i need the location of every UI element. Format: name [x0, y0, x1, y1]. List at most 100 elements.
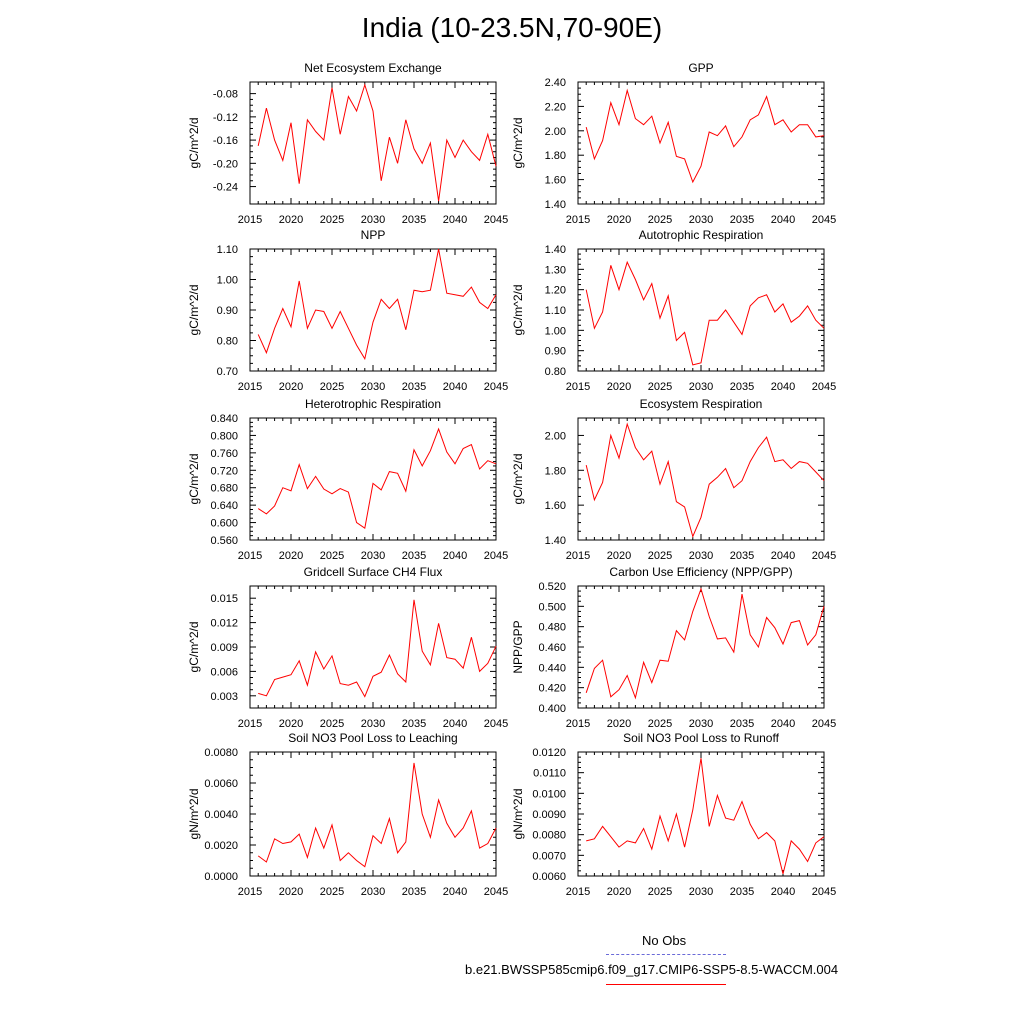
y-axis-label: gC/m^2/d	[187, 622, 201, 673]
y-tick-label: 0.840	[210, 413, 238, 425]
y-tick-label: 0.440	[538, 662, 566, 674]
x-tick-label: 2035	[402, 718, 426, 730]
x-tick-label: 2035	[730, 718, 754, 730]
plot-frame	[577, 417, 825, 541]
figure-title: India (10-23.5N,70-90E)	[361, 12, 663, 43]
panel-title: Ecosystem Respiration	[640, 397, 763, 411]
x-tick-label: 2030	[689, 214, 713, 226]
y-tick-label: 0.012	[210, 618, 238, 630]
x-tick-label: 2015	[566, 381, 590, 393]
y-tick-label: 0.460	[538, 642, 566, 654]
y-tick-label: 1.00	[545, 325, 566, 337]
y-tick-label: 0.400	[538, 703, 566, 715]
series-line	[585, 260, 825, 366]
x-tick-label: 2040	[771, 718, 795, 730]
x-tick-label: 2030	[689, 550, 713, 562]
y-tick-label: 0.560	[210, 535, 238, 547]
x-tick-label: 2035	[730, 550, 754, 562]
y-tick-label: 0.640	[210, 500, 238, 512]
panel-title: Gridcell Surface CH4 Flux	[304, 565, 443, 579]
x-tick-label: 2040	[443, 718, 467, 730]
x-tick-label: 2015	[238, 718, 262, 730]
x-tick-label: 2035	[730, 214, 754, 226]
x-tick-label: 2030	[689, 718, 713, 730]
y-tick-label: 0.0110	[533, 768, 566, 780]
y-axis-label: gC/m^2/d	[187, 118, 201, 169]
x-tick-label: 2040	[771, 550, 795, 562]
x-tick-label: 2040	[443, 214, 467, 226]
x-tick-label: 2015	[238, 381, 262, 393]
x-tick-label: 2045	[812, 381, 836, 393]
x-tick-label: 2045	[484, 886, 508, 898]
y-tick-label: 0.520	[538, 581, 566, 593]
x-tick-label: 2035	[730, 886, 754, 898]
plot-frame	[249, 417, 497, 541]
y-tick-label: 1.80	[545, 465, 566, 477]
y-axis-label: gN/m^2/d	[511, 789, 525, 840]
x-tick-label: 2040	[771, 381, 795, 393]
x-tick-label: 2035	[402, 886, 426, 898]
x-tick-label: 2045	[484, 214, 508, 226]
x-tick-label: 2025	[648, 886, 672, 898]
y-tick-label: 0.015	[210, 593, 238, 605]
y-tick-label: 0.009	[210, 642, 238, 654]
panel-3: Autotrophic Respiration gC/m^2/d 2015 2020 2…	[511, 228, 836, 393]
x-tick-label: 2020	[279, 550, 303, 562]
series-line	[258, 599, 497, 698]
x-tick-label: 2030	[361, 381, 385, 393]
series-line	[585, 88, 825, 184]
y-axis-label: gC/m^2/d	[511, 118, 525, 169]
y-tick-label: 0.90	[217, 305, 238, 317]
y-tick-label: 0.480	[538, 622, 566, 634]
y-axis-label: gN/m^2/d	[187, 789, 201, 840]
x-tick-label: 2030	[689, 381, 713, 393]
x-tick-label: 2025	[320, 886, 344, 898]
series-line	[257, 83, 497, 202]
y-tick-label: 1.30	[545, 264, 566, 276]
y-tick-label: 0.80	[545, 366, 566, 378]
y-tick-label: 0.0090	[532, 809, 566, 821]
x-tick-label: 2020	[607, 214, 631, 226]
y-tick-label: 0.760	[210, 448, 238, 460]
y-tick-label: 0.600	[210, 518, 238, 530]
panel-6: Gridcell Surface CH4 Flux gC/m^2/d 2015 202…	[187, 565, 508, 730]
y-tick-label: 0.0040	[204, 809, 238, 821]
y-tick-label: 0.500	[538, 601, 566, 613]
x-tick-label: 2030	[361, 886, 385, 898]
x-tick-label: 2030	[361, 550, 385, 562]
x-tick-label: 2025	[648, 214, 672, 226]
series-line	[257, 762, 497, 868]
series-line	[585, 587, 825, 700]
panel-8: Soil NO3 Pool Loss to Leaching gN/m^2/d 20…	[187, 731, 508, 898]
y-tick-label: 0.420	[538, 683, 566, 695]
x-tick-label: 2035	[730, 381, 754, 393]
y-axis-label: gC/m^2/d	[187, 454, 201, 505]
x-tick-label: 2015	[566, 718, 590, 730]
x-tick-label: 2015	[238, 214, 262, 226]
x-tick-label: 2015	[566, 886, 590, 898]
plot-frame	[249, 585, 497, 709]
y-tick-label: 1.20	[545, 285, 566, 297]
panel-1: GPP gC/m^2/d 2015 2020 2025 2030 2035 2040 2045 1…	[511, 61, 836, 226]
plot-frame	[577, 585, 825, 709]
x-tick-label: 2015	[566, 550, 590, 562]
x-tick-label: 2025	[648, 381, 672, 393]
x-tick-label: 2035	[402, 381, 426, 393]
x-tick-label: 2045	[812, 886, 836, 898]
plot-frame	[249, 751, 497, 877]
y-tick-label: 0.90	[545, 346, 566, 358]
y-tick-label: 2.00	[545, 126, 566, 138]
panel-title: GPP	[688, 61, 713, 75]
y-tick-label: 0.006	[210, 666, 238, 678]
y-tick-label: 1.60	[545, 500, 566, 512]
y-tick-label: 2.20	[545, 101, 566, 113]
panel-7: Carbon Use Efficiency (NPP/GPP) NPP/GPP 20…	[511, 565, 836, 730]
x-tick-label: 2030	[361, 214, 385, 226]
panel-4: Heterotrophic Respiration gC/m^2/d 2015 202…	[187, 397, 508, 562]
x-tick-label: 2030	[361, 718, 385, 730]
series-line	[257, 427, 497, 530]
x-tick-label: 2015	[238, 550, 262, 562]
panel-title: Carbon Use Efficiency (NPP/GPP)	[609, 565, 792, 579]
x-tick-label: 2025	[648, 550, 672, 562]
x-tick-label: 2045	[484, 550, 508, 562]
